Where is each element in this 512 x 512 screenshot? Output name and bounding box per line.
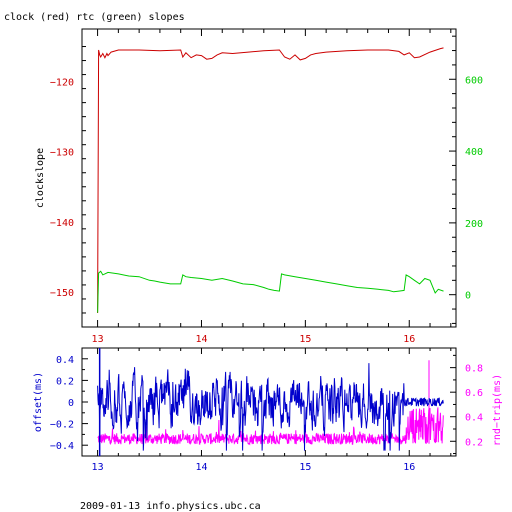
top-left-ytick-label: −140: [50, 218, 74, 229]
bottom-right-ylabel: rnd−trip(ms): [492, 374, 503, 446]
bottom-ticks: 13 14 15 16 0.4 0.2 0 −0.2 −0.4 0.8 0.6 0.4 0.2: [50, 347, 483, 473]
bottom-xtick-label: 15: [299, 462, 311, 473]
top-xtick-label: 13: [92, 334, 104, 345]
bottom-data: [97, 348, 444, 456]
bottom-left-ytick-label: 0.4: [56, 355, 74, 366]
top-ylabel: clockslope: [35, 148, 46, 208]
offset-line: [97, 363, 444, 451]
top-right-ytick-label: 600: [465, 75, 483, 86]
top-xtick-label: 15: [299, 334, 311, 345]
bottom-xtick-label: 16: [403, 462, 415, 473]
bottom-xtick-label: 13: [92, 462, 104, 473]
bottom-right-ytick-label: 0.2: [465, 437, 483, 448]
rtc-slope-line: [97, 270, 444, 313]
footer-text: 2009-01-13 info.physics.ubc.ca: [80, 501, 261, 512]
bottom-left-ylabel: offset(ms): [33, 372, 44, 432]
bottom-left-ytick-label: 0: [68, 398, 74, 409]
top-right-ytick-label: 400: [465, 147, 483, 158]
top-xtick-label: 16: [403, 334, 415, 345]
clock-slope-line: [97, 47, 444, 314]
top-left-ytick-label: −150: [50, 288, 74, 299]
top-right-ytick-label: 200: [465, 219, 483, 230]
bottom-right-ytick-label: 0.4: [465, 413, 483, 424]
top-ticks: 13 14 15 16 −120 −130 −140 −150 0 200 400 600: [50, 29, 483, 345]
top-plot-frame: [81, 28, 457, 328]
top-data: [97, 47, 444, 314]
bottom-left-ytick-label: 0.2: [56, 376, 74, 387]
bottom-right-ytick-label: 0.6: [465, 388, 483, 399]
top-xtick-label: 14: [195, 334, 207, 345]
bottom-left-ytick-label: −0.2: [50, 420, 74, 431]
bottom-xtick-label: 14: [195, 462, 207, 473]
bottom-left-ytick-label: −0.4: [50, 441, 74, 452]
top-left-ytick-label: −130: [50, 148, 74, 159]
top-right-ytick-label: 0: [465, 291, 471, 302]
bottom-right-ytick-label: 0.8: [465, 364, 483, 375]
chart-title: clock (red) rtc (green) slopes: [4, 12, 185, 23]
top-left-ytick-label: −120: [50, 78, 74, 89]
